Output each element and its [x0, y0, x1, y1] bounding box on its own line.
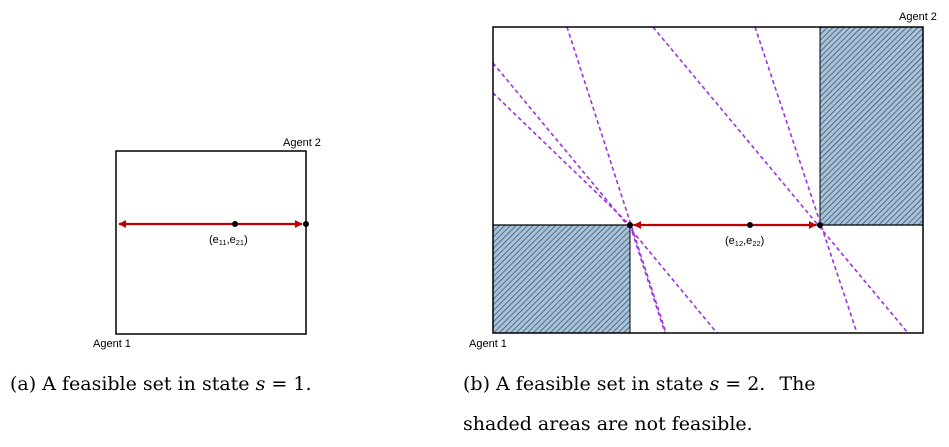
- caption-b-text: A feasible set in state: [496, 373, 704, 395]
- infeasible-region-bottom-left: [492, 224, 631, 334]
- agent2-label-a: Agent 2: [283, 137, 321, 149]
- caption-a-var: s: [255, 373, 266, 395]
- infeasible-region-top-right: [819, 26, 924, 226]
- boundary-point-a: [303, 221, 309, 227]
- dashed-line-3: [652, 26, 909, 334]
- caption-b-var: s: [709, 373, 720, 395]
- endowment-label-b: (e12,e22): [725, 235, 764, 248]
- boundary-point-left-b: [627, 222, 633, 228]
- dashed-line-1b: [492, 92, 631, 226]
- agent2-label-b: Agent 2: [899, 11, 937, 23]
- endowment-point-a: [232, 221, 238, 227]
- figure-b: Agent 2 Agent 1 (e12,e22): [469, 11, 937, 350]
- caption-b-eq: = 2.: [725, 373, 766, 395]
- caption-b-line2: shaded areas are not feasible.: [463, 413, 753, 435]
- boundary-point-right-b: [817, 222, 823, 228]
- dashed-line-2b: [629, 224, 666, 334]
- caption-a-text: A feasible set in state: [42, 373, 250, 395]
- caption-b-tail: The: [779, 373, 816, 395]
- caption-a: (a) A feasible set in state s = 1.: [10, 366, 312, 402]
- dashed-line-4: [754, 26, 858, 334]
- caption-a-prefix: (a): [10, 373, 37, 395]
- caption-b-prefix: (b): [463, 373, 490, 395]
- figure-a: Agent 2 Agent 1 (e11,e21): [93, 137, 321, 350]
- caption-a-eq: = 1.: [271, 373, 312, 395]
- agent1-label-a: Agent 1: [93, 338, 131, 350]
- endowment-label-a: (e11,e21): [209, 234, 248, 247]
- edgeworth-box-a: [115, 150, 307, 335]
- agent1-label-b: Agent 1: [469, 338, 507, 350]
- caption-b-line1: (b) A feasible set in state s = 2. The: [463, 366, 943, 402]
- dashed-line-1: [492, 62, 718, 334]
- endowment-point-b: [747, 222, 753, 228]
- dashed-lines: [492, 26, 909, 334]
- dashed-line-2: [566, 26, 667, 334]
- edgeworth-box-b: [492, 26, 924, 334]
